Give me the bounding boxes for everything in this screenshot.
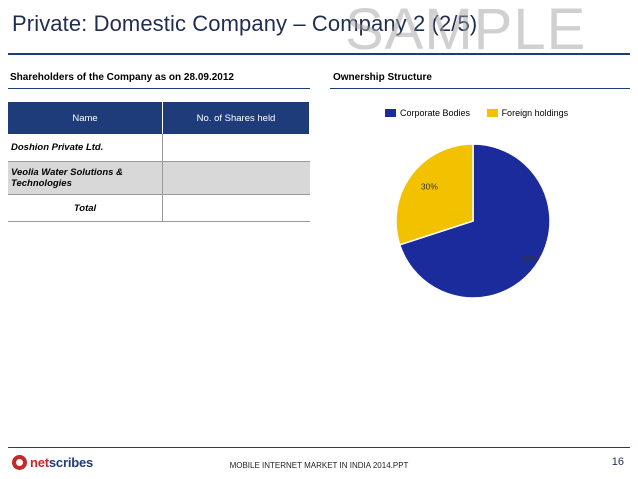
page-number: 16	[611, 456, 624, 468]
title-divider	[8, 53, 630, 55]
legend-item: Foreign holdings	[486, 108, 569, 118]
pie-data-label: 30%	[421, 181, 438, 191]
shareholder-name: Doshion Private Ltd.	[8, 134, 163, 162]
legend-label: Foreign holdings	[501, 108, 569, 118]
column-header-shares: No. of Shares held	[162, 102, 310, 134]
right-section-divider	[330, 88, 630, 89]
pie-slice-corporate-bodies	[398, 143, 551, 299]
shareholders-table: Name No. of Shares held Doshion Private …	[8, 102, 310, 222]
footer-caption: MOBILE INTERNET MARKET IN INDIA 2014.PPT	[229, 461, 409, 470]
table-header-row: Name No. of Shares held	[8, 102, 310, 134]
column-header-name: Name	[8, 102, 163, 134]
table-row: Doshion Private Ltd.	[8, 134, 310, 162]
total-shares	[162, 194, 310, 222]
ownership-heading: Ownership Structure	[333, 72, 432, 83]
chart-legend: Corporate Bodies Foreign holdings	[385, 108, 582, 119]
table-total-row: Total	[8, 194, 310, 222]
total-label: Total	[8, 194, 163, 222]
legend-swatch-foreign	[486, 109, 498, 117]
watermark: SAMPLE	[345, 0, 587, 62]
legend-label: Corporate Bodies	[400, 108, 471, 118]
footer-divider	[8, 447, 630, 448]
logo-mark-icon	[12, 454, 27, 470]
netscribes-logo: netscribes	[12, 451, 132, 473]
legend-item: Corporate Bodies	[385, 108, 470, 118]
pie-data-label: 70%	[521, 254, 538, 264]
table-row: Veolia Water Solutions & Technologies	[8, 161, 310, 195]
shares-held	[162, 134, 310, 162]
shares-held	[162, 161, 310, 195]
legend-swatch-corporate	[385, 109, 396, 117]
shareholder-name: Veolia Water Solutions & Technologies	[8, 161, 163, 195]
shareholders-heading: Shareholders of the Company as on 28.09.…	[10, 72, 234, 83]
left-section-divider	[8, 88, 310, 89]
slide-title: Private: Domestic Company – Company 2 (2…	[12, 11, 478, 36]
pie-slice-foreign-holdings	[395, 143, 474, 246]
